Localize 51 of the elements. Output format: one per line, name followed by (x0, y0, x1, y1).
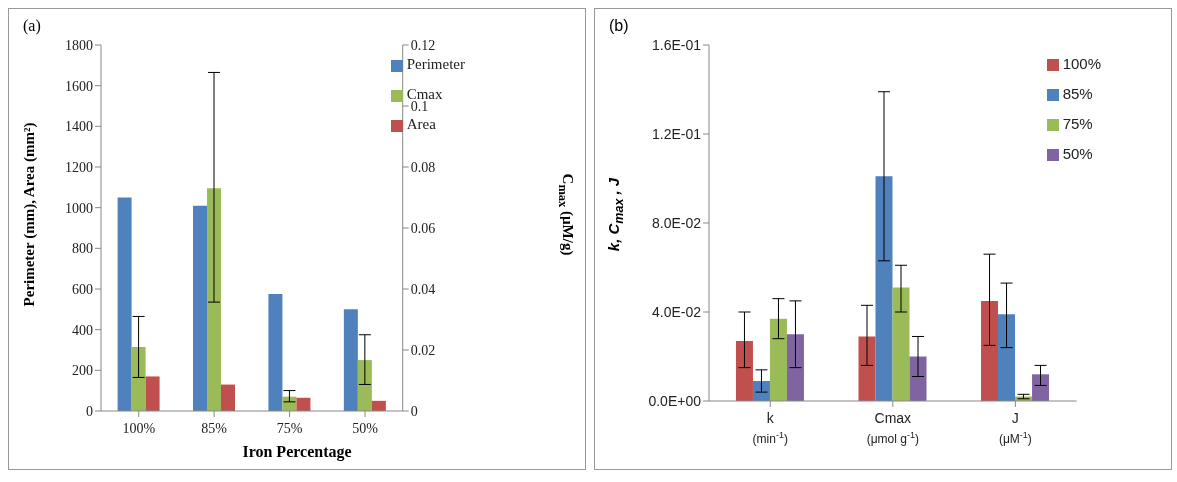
y-tick-label: 4.0E-02 (651, 303, 702, 320)
x-tick-label: k (min$^{-1}$) (752, 410, 788, 446)
bar (1032, 374, 1050, 401)
legend-label: 100% (1062, 55, 1101, 72)
y-tick-label: 0 (86, 403, 93, 419)
y2-tick-label: 0 (410, 403, 418, 419)
y-tick-label: 800 (72, 241, 93, 257)
y-tick-label: 200 (72, 363, 93, 379)
bar (268, 294, 283, 411)
x-tick-label: 85% (201, 421, 228, 436)
y-tick-label: 1000 (65, 200, 93, 216)
x-tick-label: J (μM$^{-1}$) (998, 410, 1032, 446)
x-axis-title: Iron Percentage (241, 443, 353, 461)
x-tick-label: Cmax (μmol g$^{-1}$) (866, 410, 919, 446)
bar (981, 300, 999, 401)
legend-label: 75% (1062, 115, 1093, 132)
bar (735, 340, 753, 401)
legend-label: 85% (1062, 85, 1093, 102)
y-tick-label: 400 (72, 322, 93, 338)
y2-tick-label: 0.02 (410, 342, 436, 358)
bar (221, 384, 236, 411)
legend-label: Perimeter (406, 56, 465, 72)
bar (892, 287, 910, 401)
y-tick-label: 600 (72, 281, 93, 297)
y-tick-label: 1.2E-01 (651, 125, 702, 142)
y2-tick-label: 0.12 (410, 37, 436, 53)
bar (769, 318, 787, 401)
bar (875, 176, 893, 401)
bar (858, 336, 876, 401)
bar (909, 356, 927, 401)
y-tick-label: 1200 (65, 159, 93, 175)
y-axis-title: Perimeter (mm), Area (mm²) (21, 122, 39, 306)
y-tick-label: 1400 (65, 119, 93, 135)
y2-tick-label: 0.08 (410, 159, 436, 175)
bar (998, 314, 1016, 401)
y-tick-label: 0.0E+00 (648, 392, 702, 409)
legend-label: Area (406, 116, 436, 132)
y-tick-label: 8.0E-02 (651, 214, 702, 231)
bar (117, 197, 132, 411)
y-tick-label: 1800 (65, 37, 93, 53)
y-tick-label: 1.6E-01 (651, 36, 702, 53)
x-tick-label: 100% (122, 421, 156, 436)
bar (786, 334, 804, 401)
y-tick-label: 1600 (65, 78, 93, 94)
y2-tick-label: 0.06 (410, 220, 436, 236)
chart-title: (b) (609, 17, 629, 35)
legend-label: 50% (1062, 145, 1093, 162)
x-tick-label: 75% (276, 421, 303, 436)
chart-title: (a) (23, 17, 41, 35)
x-tick-label: 50% (352, 421, 379, 436)
y2-tick-label: 0.04 (410, 281, 436, 297)
